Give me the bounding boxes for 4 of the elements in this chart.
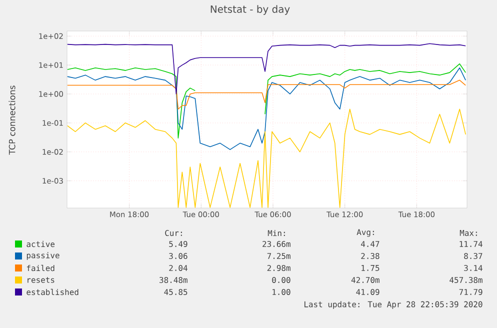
chart-title: Netstat - by day bbox=[210, 5, 290, 15]
y-axis-title: TCP connections bbox=[8, 86, 16, 155]
line-series bbox=[67, 108, 466, 208]
line-series bbox=[67, 67, 466, 150]
